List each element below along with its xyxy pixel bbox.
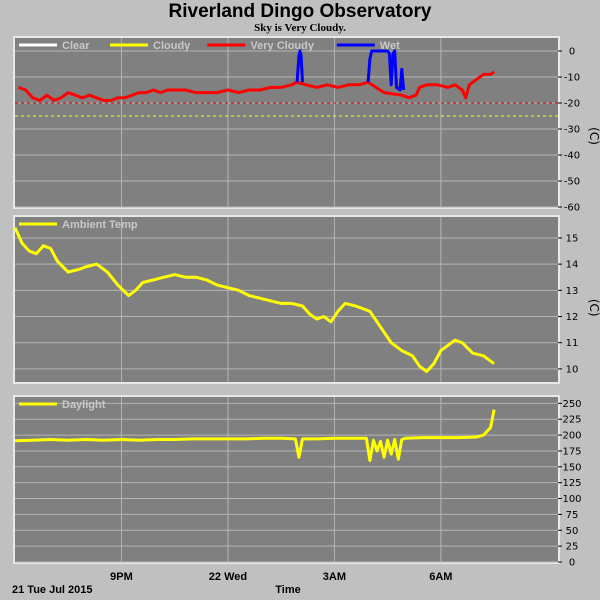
series-line-ambient-temp [13,226,495,373]
y-tick-label: -60 [564,203,580,214]
plot-area [15,38,558,207]
x-axis-label: Time [275,584,300,596]
y-tick-label: -30 [564,125,580,136]
legend-label-cloudy: Cloudy [153,40,191,52]
legend-label-very-cloudy: Very Cloudy [250,40,314,52]
y-tick-label: -10 [564,73,580,84]
y-tick-label: 15 [566,233,579,244]
legend-label-wet: Wet [380,40,400,52]
y-tick-label: 250 [562,399,581,410]
y-tick-label: 125 [562,478,581,489]
chart-subtitle: Sky is Very Cloudy. [254,22,346,34]
series-line-wet [366,49,406,92]
y-tick-label: 50 [566,526,579,537]
chart-panel-3: 0 25 50 75 100 125 150 175 200 225 250 Daylight [13,395,582,569]
x-tick-label: 6AM [429,571,452,583]
x-start-label: 21 Tue Jul 2015 [12,584,93,596]
chart-title: Riverland Dingo Observatory [168,1,432,22]
y-tick-label: -50 [564,177,580,188]
y-tick-label: 11 [566,338,579,349]
x-tick-label: 3AM [323,571,346,583]
y-tick-label: 225 [562,415,581,426]
y-tick-label: 75 [566,510,579,521]
legend-label-daylight: Daylight [62,399,106,411]
series-line-wet [295,49,304,83]
y-tick-label: 150 [562,462,581,473]
y-tick-label: 10 [566,364,579,375]
y-tick-label: 0 [569,558,575,569]
y-axis-unit: (C) [587,127,600,145]
x-tick-label: 22 Wed [209,571,247,583]
y-tick-label: 13 [566,286,579,297]
y-tick-label: 12 [566,312,579,323]
y-tick-label: 175 [562,446,581,457]
x-tick-label: 9PM [110,571,133,583]
plot-area [15,397,558,562]
y-tick-label: 14 [566,260,579,271]
legend-label-clear: Clear [62,40,90,52]
y-tick-label: -20 [564,99,580,110]
y-tick-label: 0 [569,47,575,58]
y-tick-label: 100 [562,494,581,505]
series-line-daylight [14,409,496,462]
y-tick-label: -40 [564,151,580,162]
y-tick-label: 200 [562,431,581,442]
legend-label-ambient-temp: Ambient Temp [62,219,138,231]
y-axis-unit: (C) [587,299,600,317]
y-tick-label: 25 [566,542,579,553]
plot-area [15,217,558,382]
chart-panel-1: 0 -10 -20 -30 -40 -50 -60 (C) Clear Cloudy Very Cl… [13,36,600,214]
chart-panel-2: 10 11 12 13 14 15 (C) Ambient Temp [13,215,600,384]
series-line-very-cloudy [17,70,495,102]
